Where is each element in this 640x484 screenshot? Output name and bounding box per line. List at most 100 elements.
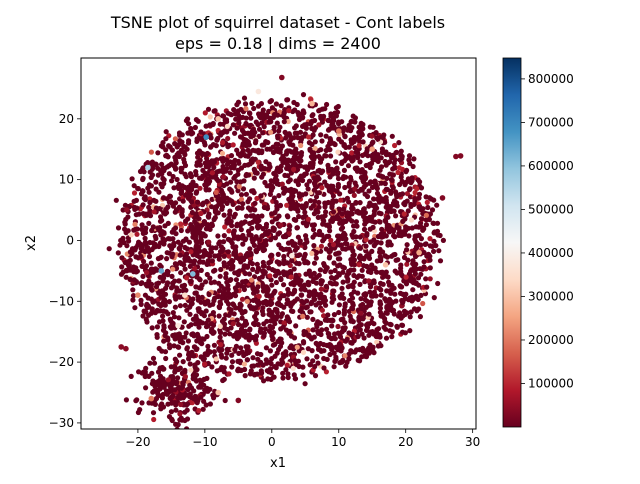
scatter-point: [193, 372, 199, 378]
scatter-point: [261, 378, 267, 384]
scatter-point: [217, 334, 223, 340]
scatter-point: [250, 213, 256, 219]
scatter-point: [272, 235, 278, 241]
scatter-point: [212, 207, 218, 213]
scatter-point: [166, 342, 172, 348]
scatter-point: [253, 148, 259, 154]
scatter-point: [369, 248, 375, 254]
scatter-point: [259, 120, 265, 126]
scatter-point: [261, 142, 267, 148]
scatter-point: [149, 166, 155, 172]
scatter-point: [349, 205, 355, 211]
scatter-point: [216, 313, 222, 319]
scatter-point: [210, 330, 216, 336]
scatter-point: [338, 359, 344, 365]
scatter-point: [175, 344, 181, 350]
scatter-point: [183, 236, 189, 242]
scatter-point: [380, 135, 386, 141]
scatter-point: [252, 170, 258, 176]
scatter-point: [416, 191, 423, 197]
scatter-point: [234, 223, 240, 229]
scatter-point: [264, 300, 271, 306]
x-axis-ticks: −20 −10 0 10 20 30: [125, 429, 480, 449]
scatter-point: [256, 133, 262, 139]
scatter-point: [384, 303, 390, 310]
scatter-point: [188, 301, 194, 307]
scatter-point: [119, 255, 125, 261]
scatter-point: [240, 257, 247, 263]
scatter-point: [375, 326, 382, 332]
scatter-point: [383, 233, 389, 239]
scatter-point: [236, 256, 242, 262]
scatter-point: [393, 213, 399, 219]
scatter-point: [176, 288, 182, 294]
scatter-point: [259, 274, 265, 280]
scatter-point: [320, 221, 326, 227]
scatter-point: [318, 132, 324, 138]
scatter-point: [310, 132, 316, 138]
scatter-point: [315, 190, 321, 196]
scatter-point: [193, 236, 199, 242]
scatter-point: [371, 265, 377, 271]
scatter-point: [155, 369, 162, 375]
scatter-point: [280, 375, 286, 381]
scatter-point: [328, 269, 334, 275]
scatter-point: [255, 103, 262, 109]
scatter-point: [205, 252, 212, 258]
scatter-point: [338, 317, 344, 323]
scatter-point: [408, 217, 415, 223]
scatter-point: [294, 260, 300, 266]
scatter-point: [389, 307, 395, 314]
scatter-point: [239, 205, 245, 211]
scatter-point: [242, 328, 248, 334]
scatter-point: [360, 348, 366, 354]
scatter-point: [242, 162, 248, 168]
scatter-point: [407, 194, 414, 200]
scatter-point: [302, 287, 308, 293]
scatter-point: [420, 300, 426, 307]
scatter-point: [351, 192, 357, 198]
scatter-point: [303, 191, 309, 197]
scatter-point: [254, 261, 260, 267]
scatter-point: [349, 150, 355, 156]
scatter-point: [312, 181, 318, 187]
scatter-point: [167, 193, 173, 199]
scatter-point: [260, 268, 266, 274]
scatter-point: [146, 189, 152, 195]
scatter-point: [349, 295, 356, 301]
scatter-point: [211, 298, 217, 304]
scatter-point: [200, 167, 206, 173]
scatter-point: [396, 140, 402, 146]
scatter-point: [387, 171, 393, 177]
scatter-point: [287, 223, 293, 229]
colorbar-tick-label: 400000: [528, 246, 574, 260]
scatter-point: [188, 182, 194, 188]
scatter-point: [356, 315, 362, 321]
scatter-point: [159, 217, 165, 223]
scatter-point: [233, 277, 239, 283]
scatter-point: [249, 206, 255, 212]
scatter-point: [143, 385, 149, 391]
scatter-point: [139, 222, 145, 228]
scatter-point: [339, 220, 346, 226]
scatter-point: [240, 279, 246, 285]
scatter-point: [174, 176, 180, 183]
scatter-point: [225, 249, 231, 255]
scatter-point: [254, 224, 260, 230]
scatter-point: [370, 202, 376, 208]
scatter-point: [276, 213, 282, 219]
scatter-point: [172, 336, 178, 342]
scatter-point: [310, 227, 317, 233]
scatter-point: [297, 129, 304, 135]
scatter-point: [171, 185, 177, 191]
scatter-point: [188, 249, 194, 255]
scatter-point: [341, 142, 347, 148]
scatter-point: [365, 321, 371, 327]
scatter-point: [391, 208, 397, 214]
scatter-point: [267, 366, 274, 372]
scatter-point: [304, 356, 310, 362]
scatter-point: [287, 148, 293, 154]
scatter-point: [135, 242, 141, 248]
scatter-point: [168, 325, 174, 331]
scatter-point: [363, 151, 369, 157]
